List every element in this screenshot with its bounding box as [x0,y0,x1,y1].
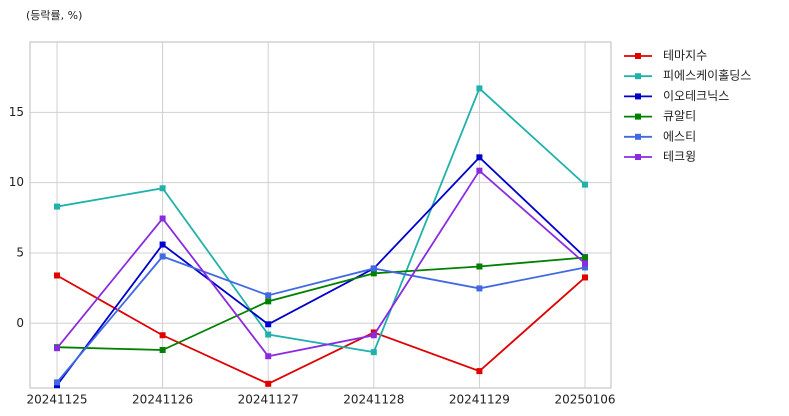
legend-marker [635,154,641,160]
point [265,298,272,305]
point [370,265,377,272]
point [159,332,166,339]
legend-marker [635,93,641,100]
series-line [56,169,586,358]
point [159,241,166,248]
legend-marker [635,53,641,59]
point [582,264,588,271]
legend-label: 피에스케이홀딩스 [663,69,751,83]
legend-label: 에스티 [663,129,696,143]
y-tick-label: 5 [16,245,24,259]
plot-frame [29,41,612,389]
series-line [56,86,586,354]
point [370,270,377,277]
legend-label: 큐알티 [663,109,696,123]
point [476,285,483,292]
y-tick-label: 15 [9,105,24,119]
x-tick-label: 20241126 [132,393,193,407]
legend-marker [635,133,641,140]
point [54,379,60,386]
point [265,292,272,299]
legend-marker [635,113,641,120]
point [582,260,588,267]
x-tick-label: 20241128 [343,393,404,407]
point [265,380,272,387]
legend-label: 테마지수 [663,49,707,63]
point [265,353,272,360]
point [582,254,588,261]
series-line [56,255,586,383]
x-tick-label: 20241125 [26,393,87,407]
point [370,349,377,356]
point [476,167,483,174]
point [159,253,166,260]
legend-label: 이오테크닉스 [663,89,729,103]
point [476,368,483,375]
point [582,181,588,188]
point [370,332,377,339]
legend-marker [635,73,641,80]
point [476,154,483,161]
point [265,331,272,338]
x-tick-label: 20250106 [554,393,615,407]
x-tick-label: 20241127 [238,393,299,407]
y-tick-label: 0 [16,316,24,330]
point [159,215,166,222]
point [159,347,166,354]
point [54,203,60,210]
point [476,85,483,92]
point [54,272,60,279]
point [54,345,60,352]
series-line [56,156,586,386]
point [265,321,272,328]
chart-title: (등락률, %) [26,9,82,22]
series-line [56,274,586,385]
point [582,274,588,281]
x-tick-label: 20241129 [449,393,510,407]
legend-label: 테크윙 [663,150,696,164]
y-tick-label: 10 [9,175,24,189]
series-line [56,256,586,351]
point [476,263,483,270]
point [159,185,166,192]
